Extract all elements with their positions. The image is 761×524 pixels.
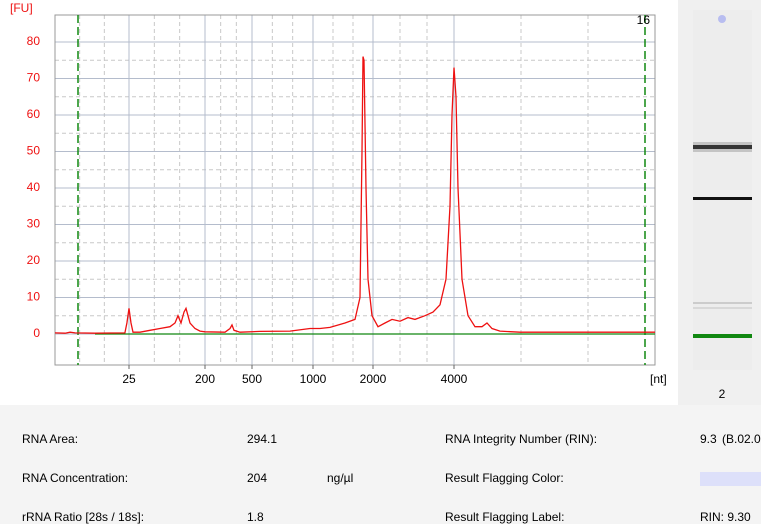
gel-lane xyxy=(693,10,752,370)
y-axis-label: [FU] xyxy=(10,1,33,15)
plot-frame xyxy=(54,14,656,366)
lane-label: 2 xyxy=(719,387,726,401)
gel-marker-band xyxy=(693,334,752,338)
y-tick-label: 80 xyxy=(27,34,41,48)
result-label: Result Flagging Color: xyxy=(445,471,564,485)
result-label: RNA Integrity Number (RIN): xyxy=(445,432,597,446)
y-tick-label: 10 xyxy=(27,290,41,304)
result-value: RIN: 9.30 xyxy=(700,510,751,524)
x-tick-label: 4000 xyxy=(441,372,468,386)
trace-line xyxy=(54,56,655,334)
grid xyxy=(55,15,655,365)
y-tick-label: 0 xyxy=(33,326,40,340)
y-tick-label: 40 xyxy=(27,180,41,194)
results-panel xyxy=(0,405,761,524)
gel-band xyxy=(693,145,752,149)
x-tick-label: 500 xyxy=(242,372,262,386)
gel-band xyxy=(693,197,752,200)
gel-band-halo xyxy=(693,142,752,152)
result-value: 9.3 xyxy=(700,432,717,446)
result-value: 294.1 xyxy=(247,432,277,446)
gel-band xyxy=(693,307,752,309)
gel-band xyxy=(693,302,752,304)
y-tick-label: 60 xyxy=(27,107,41,121)
y-tick-label: 70 xyxy=(27,71,41,85)
result-unit: ng/µl xyxy=(327,471,353,485)
y-tick-label: 20 xyxy=(27,253,41,267)
result-label: rRNA Ratio [28s / 18s]: xyxy=(22,510,144,524)
gel-spot xyxy=(718,15,726,23)
x-tick-label: 200 xyxy=(195,372,215,386)
y-tick-label: 30 xyxy=(27,217,41,231)
x-axis-label: [nt] xyxy=(650,372,667,386)
x-tick-label: 2000 xyxy=(360,372,387,386)
x-tick-label: 1000 xyxy=(300,372,327,386)
result-value: 204 xyxy=(247,471,267,485)
x-tick-label: 25 xyxy=(122,372,136,386)
result-note: (B.02.08 xyxy=(722,432,761,446)
result-value: 1.8 xyxy=(247,510,264,524)
y-tick-label: 50 xyxy=(27,144,41,158)
marker-label: 16 xyxy=(637,13,651,27)
result-label: RNA Area: xyxy=(22,432,78,446)
flag-color-swatch xyxy=(700,472,761,486)
result-label: RNA Concentration: xyxy=(22,471,128,485)
result-label: Result Flagging Label: xyxy=(445,510,564,524)
